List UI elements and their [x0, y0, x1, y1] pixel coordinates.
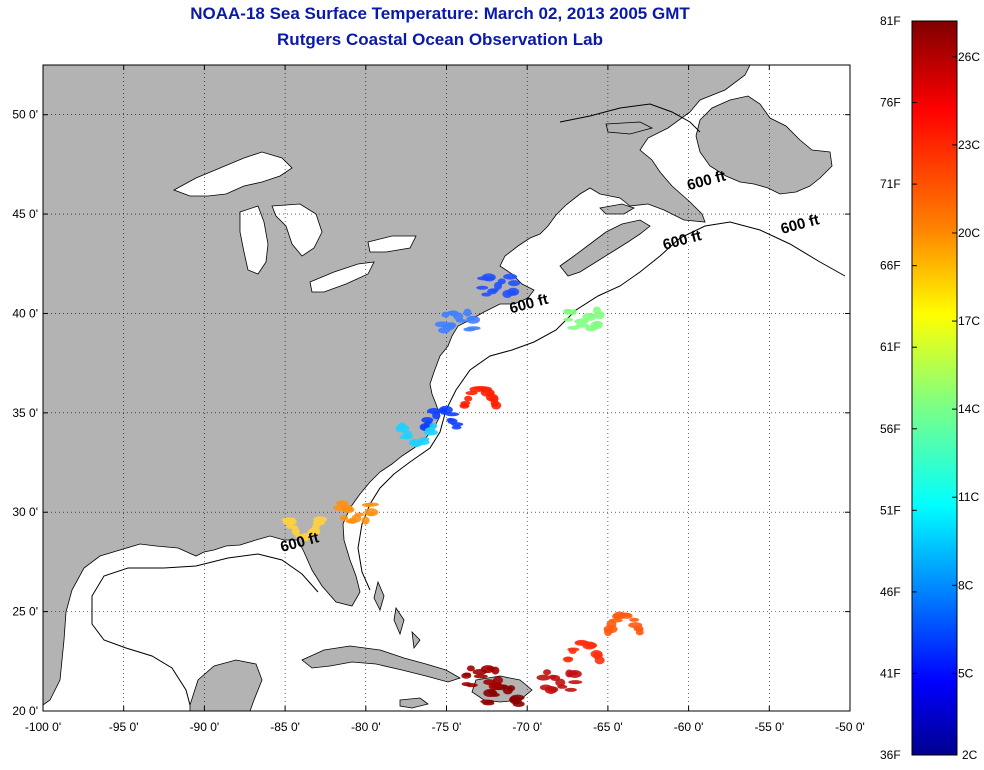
sst-observation-patch — [536, 669, 583, 694]
colorbar-c-label: 26C — [958, 50, 980, 64]
chart-title: NOAA-18 Sea Surface Temperature: March 0… — [190, 4, 690, 23]
sst-observation-patch — [434, 308, 481, 334]
land-jamaica — [399, 697, 429, 709]
sst-observation-patch — [281, 516, 328, 542]
isobath-600ft-gulf — [91, 553, 319, 706]
lat-tick-label: 50 0' — [12, 108, 38, 122]
colorbar-top-label: 81F — [880, 14, 901, 28]
lon-tick-label: -50 0' — [835, 720, 865, 734]
colorbar-f-label: 41F — [880, 666, 901, 680]
lake-superior — [173, 151, 293, 197]
colorbar-c-label: 14C — [958, 402, 980, 416]
lat-tick-label: 20 0' — [12, 704, 38, 718]
colorbar-c-label: 8C — [958, 578, 974, 592]
colorbar-bottom-f-label: 36F — [880, 748, 901, 762]
lake-huron — [271, 203, 323, 257]
land-anticosti — [605, 121, 654, 135]
lat-tick-label: 30 0' — [12, 505, 38, 519]
lon-tick-label: -95 0' — [109, 720, 139, 734]
land-north-america — [42, 64, 751, 706]
sst-observation-patch — [461, 665, 503, 691]
colorbar — [911, 20, 958, 756]
plot-frame — [42, 64, 851, 712]
land-newfoundland — [695, 95, 833, 195]
land-nova-scotia — [559, 219, 651, 277]
lat-tick-label: 25 0' — [12, 605, 38, 619]
lake-michigan — [239, 205, 269, 275]
colorbar-bottom-c-label: 2C — [962, 748, 978, 762]
colorbar-f-label: 66F — [880, 259, 901, 273]
lon-tick-label: -65 0' — [593, 720, 623, 734]
colorbar-c-label: 17C — [958, 314, 980, 328]
lake-ontario — [367, 235, 417, 253]
lon-tick-label: -55 0' — [754, 720, 784, 734]
isobath-600ft-north — [559, 103, 701, 133]
lon-tick-label: -75 0' — [432, 720, 462, 734]
lon-tick-label: -80 0' — [351, 720, 381, 734]
sst-observation-patch — [563, 639, 605, 665]
colorbar-f-label: 71F — [880, 177, 901, 191]
sst-observation-patch — [395, 422, 438, 448]
colorbar-f-label: 61F — [880, 340, 901, 354]
colorbar-c-label: 11C — [958, 490, 979, 504]
lon-tick-label: -100 0' — [25, 720, 61, 734]
sst-observation-patch — [563, 306, 605, 332]
lat-tick-label: 35 0' — [12, 406, 38, 420]
sst-observation-patch — [476, 273, 521, 299]
land-pei — [599, 203, 635, 215]
sst-observation-patch — [603, 611, 644, 637]
chart-subtitle: Rutgers Coastal Ocean Observation Lab — [277, 30, 603, 49]
lon-tick-label: -90 0' — [190, 720, 220, 734]
colorbar-c-label: 23C — [958, 138, 980, 152]
colorbar-c-label: 20C — [958, 226, 980, 240]
lon-tick-label: -85 0' — [270, 720, 300, 734]
lake-erie — [309, 261, 375, 293]
lat-tick-label: 45 0' — [12, 207, 38, 221]
colorbar-f-label: 51F — [880, 503, 901, 517]
lon-tick-label: -70 0' — [512, 720, 542, 734]
colorbar-f-label: 46F — [880, 585, 901, 599]
lat-tick-label: 40 0' — [12, 306, 38, 320]
colorbar-f-label: 76F — [880, 96, 901, 110]
land-cuba — [301, 645, 461, 683]
isobath-600ft — [357, 221, 846, 591]
land-bahamas — [373, 580, 421, 650]
sst-observation-patch — [459, 385, 502, 410]
colorbar-c-label: 5C — [958, 666, 974, 680]
sst-observation-patch — [333, 500, 379, 525]
colorbar-f-label: 56F — [880, 422, 901, 436]
lon-tick-label: -60 0' — [674, 720, 704, 734]
